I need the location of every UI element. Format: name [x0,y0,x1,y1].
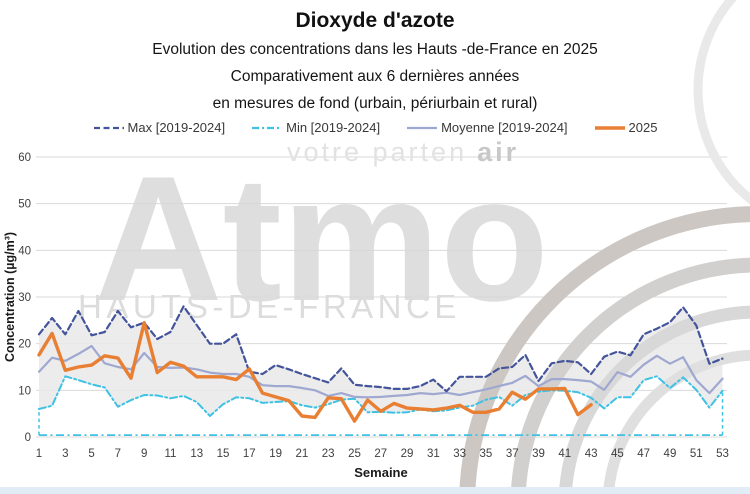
x-tick-label-37: 37 [506,448,519,460]
y-tick-label-50: 50 [18,199,31,211]
x-axis-title: Semaine [354,465,407,480]
x-tick-label-39: 39 [532,448,545,460]
x-tick-label-1: 1 [36,448,42,460]
legend-label: Min [2019-2024] [286,120,381,135]
x-tick-label-35: 35 [480,448,493,460]
watermark-brand: Atmo [94,139,549,338]
legend-label: Max [2019-2024] [127,120,226,135]
x-tick-label-45: 45 [611,448,624,460]
x-tick-label-27: 27 [374,448,387,460]
watermark-logo-arcs [459,0,750,494]
y-tick-label-60: 60 [18,152,31,164]
max-series-line [37,305,724,393]
x-tick-label-25: 25 [348,448,361,460]
x-tick-label-21: 21 [296,448,309,460]
x-tick-label-3: 3 [62,448,68,460]
legend-item-min-2019-2024: Min [2019-2024] [251,120,380,135]
y-tick-label-10: 10 [18,385,31,397]
x-tick-label-53: 53 [716,448,729,460]
chart-legend: Max [2019-2024] Min [2019-2024] Moyenne [2… [0,120,750,135]
watermark-region: HAUTS-DE-FRANCE [78,288,461,325]
x-tick-label-41: 41 [558,448,571,460]
x-tick-label-33: 33 [453,448,466,460]
chart-subtitle-line-1: Evolution des concentrations dans les Ha… [152,41,598,58]
x-tick-label-19: 19 [269,448,282,460]
y-axis-title: Concentration (µg/m³) [3,232,17,362]
min-series-line [38,375,724,417]
chart-subtitle-line-3: en mesures de fond (urbain, périurbain e… [212,95,538,112]
y-tick-label-30: 30 [18,292,31,304]
x-tick-label-15: 15 [217,448,230,460]
chart-subtitle-line-2: Comparativement aux 6 dernières années [230,68,520,85]
x-tick-label-5: 5 [88,448,94,460]
x-tick-label-29: 29 [401,448,414,460]
legend-marker-2 [252,126,283,129]
x-tick-label-23: 23 [322,448,335,460]
legend-item-moyenne-2019-2024: Moyenne [2019-2024] [406,120,568,135]
x-tick-label-43: 43 [585,448,598,460]
legend-label: Moyenne [2019-2024] [441,120,568,135]
legend-marker-3 [407,126,438,129]
legend-marker-4 [594,125,625,130]
x-tick-label-47: 47 [637,448,650,460]
x-tick-label-31: 31 [427,448,440,460]
x-tick-label-7: 7 [115,448,121,460]
legend-marker-1 [93,126,124,129]
x-tick-label-11: 11 [164,448,176,460]
chart-title: Dioxyde d'azote [295,9,455,32]
series-2025-line [37,321,593,423]
title-block: Dioxyde d'azote Evolution des concentrat… [0,6,750,117]
x-tick-label-17: 17 [243,448,256,460]
y-tick-label-40: 40 [18,245,31,257]
x-tick-label-51: 51 [690,448,703,460]
y-tick-label-20: 20 [18,339,31,351]
x-tick-label-49: 49 [664,448,677,460]
legend-item-max-2019-2024: Max [2019-2024] [93,120,226,135]
watermark-tagline: votre parten air [287,137,519,167]
x-tick-label-13: 13 [190,448,203,460]
y-tick-label-0: 0 [25,432,31,444]
x-tick-label-9: 9 [141,448,147,460]
legend-item-2025: 2025 [594,120,658,135]
bottom-strip [0,487,750,494]
legend-label: 2025 [628,120,658,135]
